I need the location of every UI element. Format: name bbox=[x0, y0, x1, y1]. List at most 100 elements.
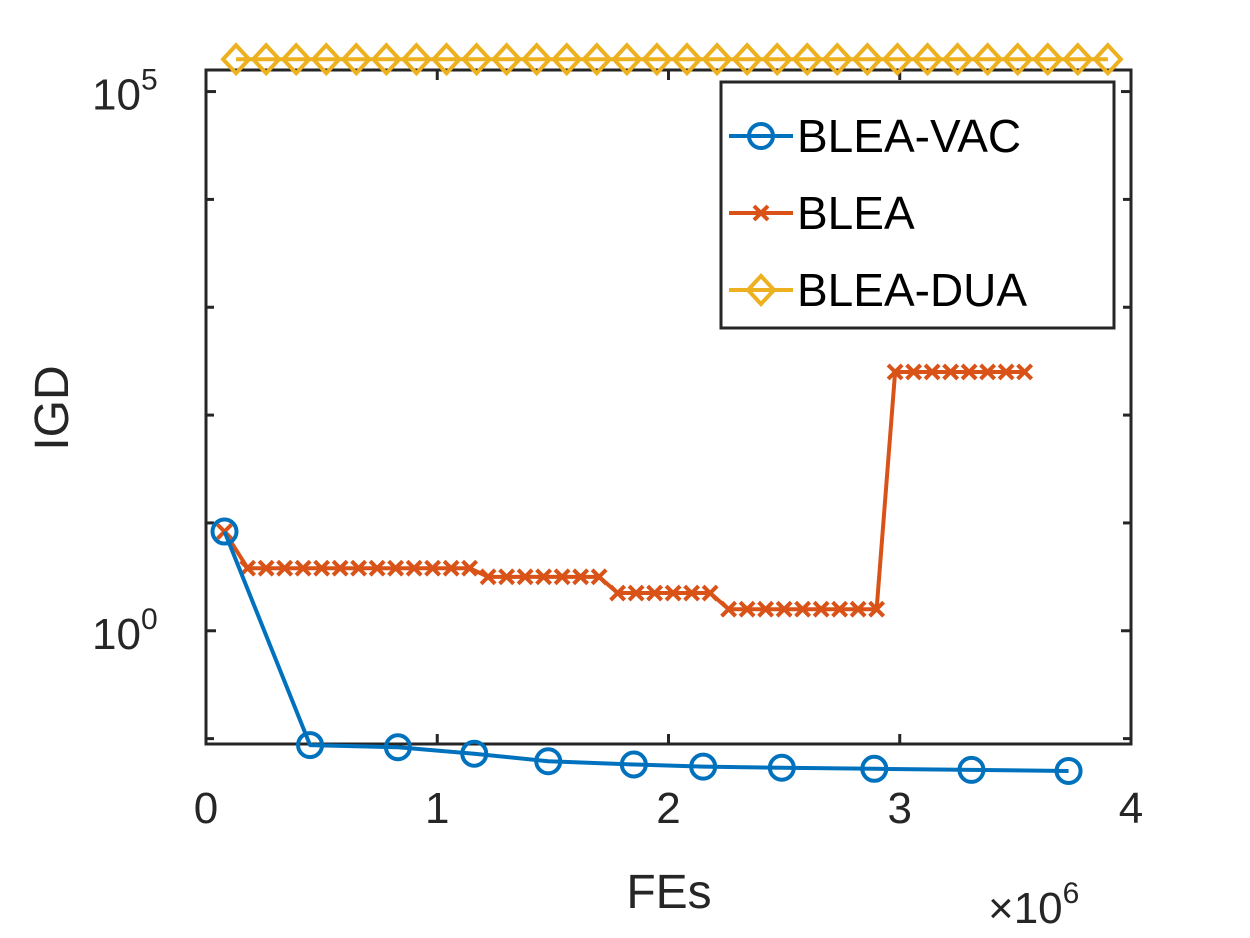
data-point-blea-dua bbox=[581, 42, 613, 77]
data-point-blea-dua bbox=[1092, 42, 1124, 77]
data-point-blea-dua bbox=[1062, 42, 1094, 77]
legend-entry-blea-dua: BLEA-DUA bbox=[729, 264, 1027, 316]
data-point-blea-dua bbox=[641, 42, 673, 77]
data-point-blea bbox=[960, 363, 978, 381]
data-point-blea bbox=[461, 559, 479, 577]
data-point-blea-vac bbox=[210, 517, 239, 546]
data-point-blea bbox=[720, 600, 738, 618]
data-point-blea-vac bbox=[296, 731, 325, 760]
data-point-blea-dua bbox=[821, 42, 854, 77]
y-tick-label-base: 10 bbox=[92, 610, 141, 659]
series-blea-dua bbox=[220, 42, 1124, 77]
data-point-blea-vac bbox=[534, 747, 563, 776]
y-tick-label: 100 bbox=[92, 603, 158, 659]
x-axis-multiplier-base: ×10 bbox=[988, 884, 1063, 933]
data-point-blea-dua bbox=[400, 42, 433, 77]
data-point-blea bbox=[812, 600, 830, 618]
series-blea-vac bbox=[210, 517, 1083, 785]
data-point-blea bbox=[590, 568, 608, 586]
data-point-blea bbox=[535, 568, 553, 586]
axis-ticks bbox=[204, 70, 1133, 744]
data-point-blea bbox=[627, 584, 645, 602]
data-point-blea-dua bbox=[941, 42, 974, 77]
data-point-blea bbox=[683, 584, 701, 602]
data-point-blea-dua bbox=[1001, 42, 1034, 77]
x-tick-label: 3 bbox=[888, 784, 912, 833]
data-point-blea bbox=[368, 559, 386, 577]
y-tick-label-exponent: 0 bbox=[141, 603, 158, 636]
data-point-blea bbox=[216, 523, 233, 540]
data-point-blea bbox=[923, 363, 941, 381]
data-point-blea bbox=[313, 559, 331, 577]
data-point-blea bbox=[294, 559, 312, 577]
data-point-blea-dua bbox=[911, 42, 944, 77]
data-point-blea bbox=[442, 559, 460, 577]
data-point-blea bbox=[257, 559, 275, 577]
data-point-blea-dua bbox=[881, 42, 914, 77]
x-tick-labels: 0 1 2 3 4 bbox=[194, 784, 1143, 833]
y-tick-label-exponent: 5 bbox=[141, 64, 158, 97]
legend-label-blea-dua: BLEA-DUA bbox=[797, 264, 1027, 316]
data-point-blea bbox=[405, 559, 423, 577]
series-blea bbox=[216, 363, 1034, 618]
data-point-blea-dua bbox=[851, 42, 884, 77]
data-point-blea-vac bbox=[619, 750, 648, 779]
x-axis-multiplier: ×106 bbox=[988, 877, 1079, 933]
data-point-blea bbox=[831, 600, 849, 618]
data-point-blea-vac bbox=[383, 733, 412, 762]
data-point-blea-dua bbox=[460, 42, 493, 77]
data-point-blea-dua bbox=[971, 42, 1004, 77]
data-point-blea-dua bbox=[280, 42, 312, 77]
data-point-blea-dua bbox=[520, 42, 553, 77]
data-point-blea bbox=[942, 363, 960, 381]
data-point-blea-dua bbox=[731, 42, 763, 77]
data-point-blea bbox=[387, 559, 405, 577]
data-point-blea bbox=[794, 600, 812, 618]
data-point-blea bbox=[350, 559, 368, 577]
data-point-blea-vac bbox=[860, 754, 889, 783]
data-point-blea-dua bbox=[310, 42, 342, 77]
data-point-blea-dua bbox=[611, 42, 643, 77]
data-point-blea-dua bbox=[791, 42, 823, 77]
x-axis-title: FEs bbox=[626, 866, 711, 919]
legend-entry-blea-vac: BLEA-VAC bbox=[729, 110, 1021, 162]
data-point-blea bbox=[276, 559, 294, 577]
data-point-blea bbox=[331, 559, 349, 577]
data-point-blea-dua bbox=[340, 42, 373, 77]
data-point-blea bbox=[572, 568, 590, 586]
series-layer bbox=[210, 42, 1124, 785]
data-point-blea bbox=[424, 559, 442, 577]
data-point-blea-dua bbox=[701, 42, 733, 77]
data-point-blea bbox=[868, 600, 886, 618]
series-line-blea bbox=[222, 369, 1025, 612]
data-point-blea-dua bbox=[490, 42, 523, 77]
data-point-blea-dua bbox=[551, 42, 583, 77]
data-point-blea-dua bbox=[1032, 42, 1064, 77]
data-point-blea bbox=[775, 600, 793, 618]
data-point-blea bbox=[609, 584, 627, 602]
data-point-blea-vac bbox=[957, 755, 986, 784]
x-tick-label: 2 bbox=[656, 784, 680, 833]
x-tick-label: 4 bbox=[1119, 784, 1143, 833]
data-point-blea-dua bbox=[761, 42, 793, 77]
data-point-blea-dua bbox=[220, 42, 252, 77]
data-point-blea-vac bbox=[689, 752, 718, 781]
data-point-blea bbox=[997, 363, 1015, 381]
y-axis-title: IGD bbox=[26, 365, 79, 450]
y-tick-label-base: 10 bbox=[92, 71, 141, 120]
data-point-blea-vac bbox=[767, 753, 796, 782]
legend: BLEA-VAC BLEA BLEA-DUA bbox=[719, 80, 1116, 330]
data-point-blea bbox=[1016, 363, 1034, 381]
data-point-blea-dua bbox=[250, 42, 282, 77]
data-point-blea-dua bbox=[370, 42, 403, 77]
legend-entry-blea: BLEA bbox=[729, 187, 915, 239]
x-tick-label: 1 bbox=[425, 784, 449, 833]
data-point-blea bbox=[905, 363, 923, 381]
legend-marker-blea bbox=[752, 204, 770, 222]
data-point-blea bbox=[979, 363, 997, 381]
series-line-blea-vac bbox=[222, 530, 1069, 773]
data-point-blea-vac bbox=[1054, 756, 1083, 785]
data-point-blea bbox=[516, 568, 534, 586]
data-point-blea bbox=[886, 363, 904, 381]
